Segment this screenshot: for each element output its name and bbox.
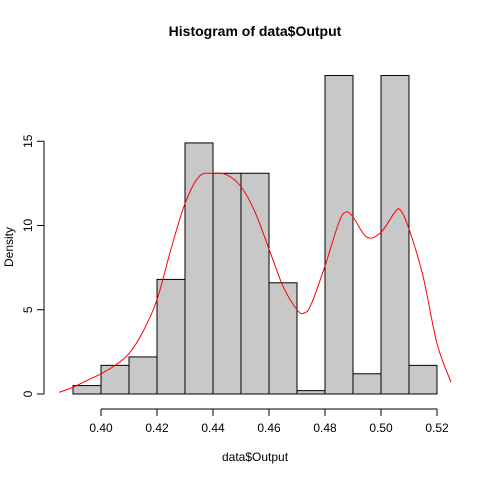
histogram-bar	[296, 390, 326, 395]
histogram-bar	[212, 172, 242, 395]
y-tick-label: 15	[21, 134, 35, 148]
x-axis: 0.40 0.42 0.44 0.46 0.48 0.50 0.52	[89, 408, 449, 435]
histogram-bar	[352, 373, 382, 395]
density-curve-line	[58, 172, 452, 393]
chart-title: Histogram of data$Output	[169, 23, 342, 39]
x-axis-label: data$Output	[222, 450, 289, 464]
x-tick-label: 0.50	[369, 421, 393, 435]
histogram-bar	[380, 75, 410, 395]
histogram-bar	[72, 385, 102, 395]
histogram-bar	[100, 364, 130, 395]
x-tick-label: 0.44	[201, 421, 225, 435]
y-tick-label: 10	[21, 219, 35, 233]
y-axis-label: Density	[2, 227, 16, 267]
histogram-bar	[408, 364, 438, 395]
x-tick-label: 0.40	[89, 421, 113, 435]
histogram-bar	[324, 75, 354, 395]
y-axis: 0 5 10 15	[21, 134, 45, 397]
x-tick-label: 0.46	[257, 421, 281, 435]
histogram-bar	[184, 142, 214, 395]
density-curve-group	[58, 172, 452, 393]
y-tick-label: 5	[21, 306, 35, 313]
histogram-bar	[240, 172, 270, 395]
x-tick-label: 0.42	[145, 421, 169, 435]
y-tick-label: 0	[21, 390, 35, 397]
x-tick-label: 0.48	[313, 421, 337, 435]
histogram-bar	[128, 356, 158, 395]
x-tick-label: 0.52	[425, 421, 449, 435]
histogram-bar	[268, 282, 298, 395]
histogram-bar	[156, 278, 186, 395]
bars-group	[72, 75, 438, 395]
